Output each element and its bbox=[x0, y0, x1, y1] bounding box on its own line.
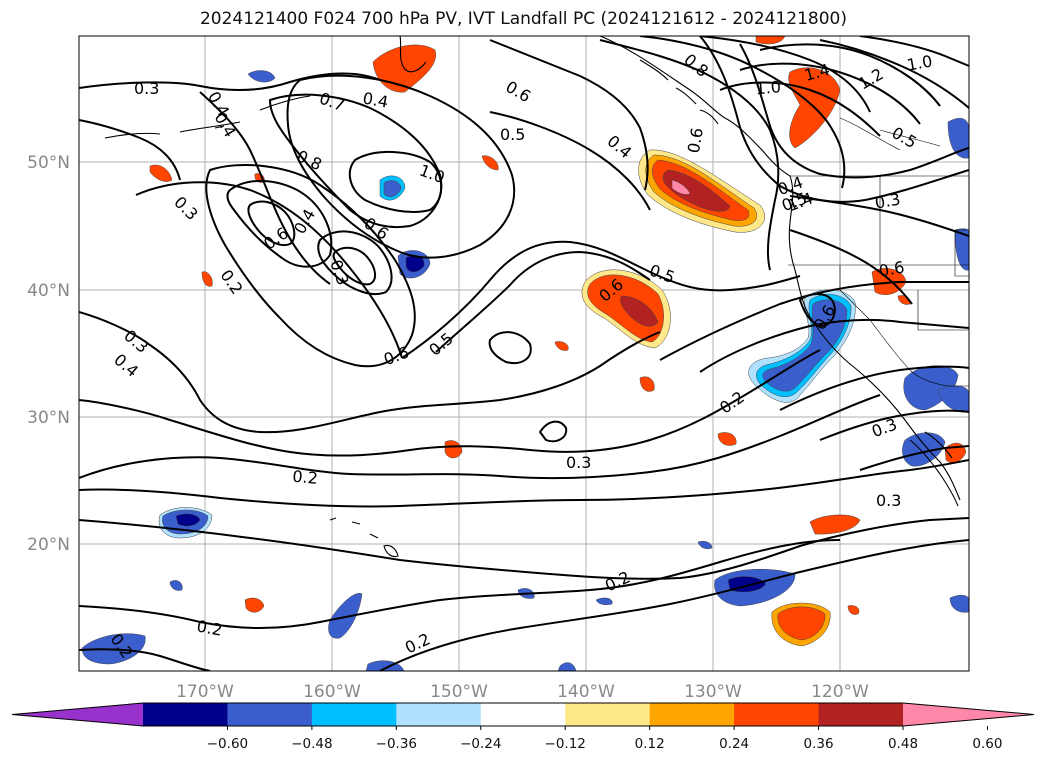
lon-label: 140°W bbox=[557, 682, 615, 702]
pv-contours bbox=[79, 36, 969, 671]
colorbar-segment bbox=[818, 703, 904, 726]
lat-label: 20°N bbox=[27, 535, 70, 555]
colorbar-segment bbox=[311, 703, 397, 726]
lat-label: 50°N bbox=[27, 153, 70, 173]
colorbar-segment bbox=[649, 703, 735, 726]
colorbar-tick-label: 0.36 bbox=[804, 736, 834, 752]
contour-label: 0.5 bbox=[500, 125, 525, 144]
contour-label: 0.3 bbox=[566, 453, 591, 472]
contour-label: 0.6 bbox=[684, 126, 707, 154]
contour-label: 1.0 bbox=[905, 52, 933, 75]
map-title: 2024121400 F024 700 hPa PV, IVT Landfall… bbox=[199, 9, 847, 29]
colorbar-extend-low bbox=[12, 703, 143, 726]
colorbar-segment bbox=[480, 703, 566, 726]
colorbar-segment bbox=[565, 703, 651, 726]
contour-label: 0.4 bbox=[361, 89, 389, 112]
contour-label: 0.6 bbox=[877, 258, 905, 281]
colorbar-tick-label: 0.12 bbox=[635, 736, 665, 752]
lon-label: 130°W bbox=[684, 682, 742, 702]
lon-label: 160°W bbox=[303, 682, 361, 702]
colorbar-tick-label: −0.12 bbox=[545, 736, 586, 752]
colorbar-tick-label: −0.60 bbox=[207, 736, 248, 752]
colorbar-segment bbox=[143, 703, 228, 726]
lon-label: 170°W bbox=[176, 682, 234, 702]
colorbar-segment bbox=[734, 703, 820, 726]
map-area: 0.3 0.4 0.4 0.7 0.4 0.6 0.5 0.4 0.8 1.0 … bbox=[79, 36, 969, 671]
contour-label: 0.3 bbox=[876, 491, 901, 510]
map-frame bbox=[78, 35, 970, 672]
lat-label: 30°N bbox=[27, 408, 70, 428]
colorbar-tick-label: −0.48 bbox=[291, 736, 332, 752]
contour-label: 1.0 bbox=[755, 77, 782, 98]
contour-label: 0.3 bbox=[873, 190, 901, 213]
contour-label: 0.2 bbox=[292, 467, 319, 488]
colorbar-outline bbox=[11, 702, 1035, 727]
colorbar-extend-high bbox=[903, 703, 1034, 726]
coastlines bbox=[104, 36, 969, 558]
lat-label: 40°N bbox=[27, 281, 70, 301]
contour-label: 0.2 bbox=[195, 617, 223, 640]
colorbar-tick-label: −0.24 bbox=[460, 736, 501, 752]
gridlines bbox=[79, 36, 969, 671]
lon-label: 150°W bbox=[430, 682, 488, 702]
colorbar-tick-label: −0.36 bbox=[376, 736, 417, 752]
colorbar-tick-label: 0.24 bbox=[719, 736, 749, 752]
colorbar-tick-label: 0.60 bbox=[972, 736, 1002, 752]
longitude-labels: 170°W 160°W 150°W 140°W 130°W 120°W bbox=[176, 682, 869, 702]
colorbar-segment bbox=[227, 703, 313, 726]
colorbar-tick-label: 0.48 bbox=[888, 736, 918, 752]
colorbar-segment bbox=[396, 703, 482, 726]
latitude-labels: 50°N 40°N 30°N 20°N bbox=[27, 153, 70, 555]
lon-label: 120°W bbox=[811, 682, 869, 702]
contour-label: 0.3 bbox=[134, 79, 159, 98]
colorbar: −0.60 −0.48 −0.36 −0.24 −0.12 0.12 0.24 0.36 0.4… bbox=[11, 702, 1035, 752]
